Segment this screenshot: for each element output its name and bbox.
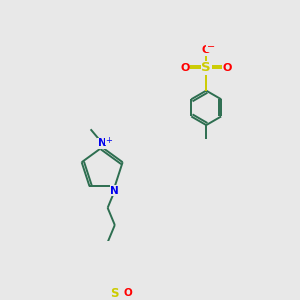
Text: S: S bbox=[201, 61, 211, 74]
Text: O: O bbox=[202, 45, 211, 55]
Text: O: O bbox=[223, 63, 232, 73]
Text: O: O bbox=[124, 288, 132, 298]
Text: N: N bbox=[110, 186, 119, 196]
Text: −: − bbox=[207, 42, 215, 52]
Text: S: S bbox=[111, 287, 119, 300]
Text: N: N bbox=[98, 138, 106, 148]
Text: O: O bbox=[181, 63, 190, 73]
Text: +: + bbox=[105, 136, 112, 145]
